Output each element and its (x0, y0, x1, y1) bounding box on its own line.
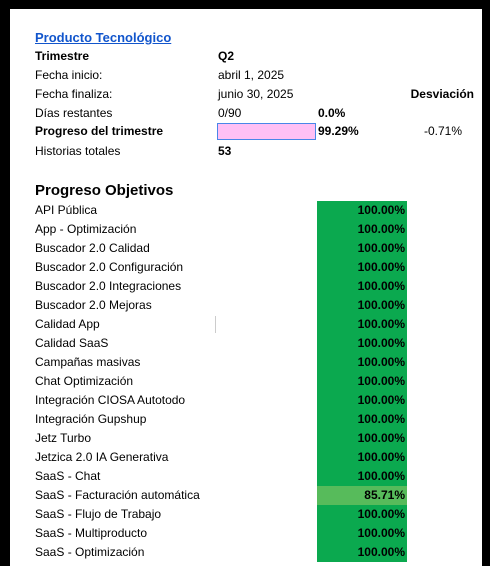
objective-name: App - Optimización (35, 222, 137, 236)
value: Q2 (218, 49, 235, 63)
progress-value: 85.71% (364, 488, 405, 502)
column-header: Desviación (410, 87, 474, 101)
value: 0/90 (218, 106, 242, 120)
progress-value: 100.00% (357, 317, 405, 331)
label: Fecha finaliza: (35, 87, 113, 101)
progress-cell (317, 448, 407, 467)
objective-name: SaaS - Chat (35, 469, 101, 483)
progress-cell (317, 505, 407, 524)
label: Historias totales (35, 144, 121, 158)
objective-name: SaaS - Optimización (35, 545, 145, 559)
progress-cell (317, 543, 407, 562)
cell-divider (215, 316, 216, 333)
progress-cell (317, 429, 407, 448)
objective-name: SaaS - Multiproducto (35, 526, 148, 540)
progress-value: 100.00% (357, 222, 405, 236)
progress-cell (317, 220, 407, 239)
progress-cell (317, 277, 407, 296)
progress-value: 100.00% (357, 393, 405, 407)
value: 53 (218, 144, 232, 158)
percent: 99.29% (318, 124, 359, 138)
objective-name: Integración Gupshup (35, 412, 147, 426)
objective-name: SaaS - Flujo de Trabajo (35, 507, 162, 521)
deviation: -0.71% (423, 124, 462, 138)
objective-name: Calidad SaaS (35, 336, 109, 350)
progress-cell (317, 315, 407, 334)
window-border (0, 0, 490, 9)
progress-cell (317, 334, 407, 353)
progress-value: 100.00% (357, 260, 405, 274)
progress-value: 100.00% (357, 431, 405, 445)
progress-cell (317, 486, 407, 505)
sheet-title[interactable]: Producto Tecnológico (35, 30, 172, 45)
progress-cell (317, 239, 407, 258)
objective-name: Jetzica 2.0 IA Generativa (35, 450, 169, 464)
progress-cell (317, 391, 407, 410)
progress-value: 100.00% (357, 507, 405, 521)
value: abril 1, 2025 (218, 68, 285, 82)
value: junio 30, 2025 (218, 87, 294, 101)
progress-value: 100.00% (357, 545, 405, 559)
objective-name: SaaS - Facturación automática (35, 488, 200, 502)
objective-name: API Pública (35, 203, 98, 217)
progress-value: 100.00% (357, 374, 405, 388)
window-border (0, 0, 10, 566)
objective-name: Campañas masivas (35, 355, 141, 369)
progress-cell (317, 410, 407, 429)
progress-cell (317, 296, 407, 315)
objective-name: Buscador 2.0 Calidad (35, 241, 150, 255)
objective-name: Calidad App (35, 317, 100, 331)
label: Fecha inicio: (35, 68, 103, 82)
progress-value: 100.00% (357, 450, 405, 464)
progress-value: 100.00% (357, 469, 405, 483)
progress-value: 100.00% (357, 526, 405, 540)
progress-value: 100.00% (357, 203, 405, 217)
progress-cell (317, 353, 407, 372)
label: Trimestre (35, 49, 90, 63)
progress-value: 100.00% (357, 279, 405, 293)
label: Días restantes (35, 106, 113, 120)
progress-value: 100.00% (357, 298, 405, 312)
progress-cell (317, 201, 407, 220)
selected-cell[interactable] (217, 123, 316, 140)
progress-cell (317, 467, 407, 486)
progress-value: 100.00% (357, 336, 405, 350)
window-border (482, 0, 490, 566)
percent: 0.0% (318, 106, 346, 120)
objective-name: Jetz Turbo (35, 431, 92, 445)
objective-name: Buscador 2.0 Integraciones (35, 279, 182, 293)
progress-cell (317, 524, 407, 543)
objective-name: Buscador 2.0 Configuración (35, 260, 184, 274)
progress-value: 100.00% (357, 412, 405, 426)
progress-cell (317, 258, 407, 277)
progress-value: 100.00% (357, 355, 405, 369)
progress-cell (317, 372, 407, 391)
progress-value: 100.00% (357, 241, 405, 255)
section-title: Progreso Objetivos (35, 182, 174, 199)
label: Progreso del trimestre (35, 124, 164, 138)
objective-name: Integración CIOSA Autotodo (35, 393, 186, 407)
objective-name: Chat Optimización (35, 374, 134, 388)
objective-name: Buscador 2.0 Mejoras (35, 298, 152, 312)
